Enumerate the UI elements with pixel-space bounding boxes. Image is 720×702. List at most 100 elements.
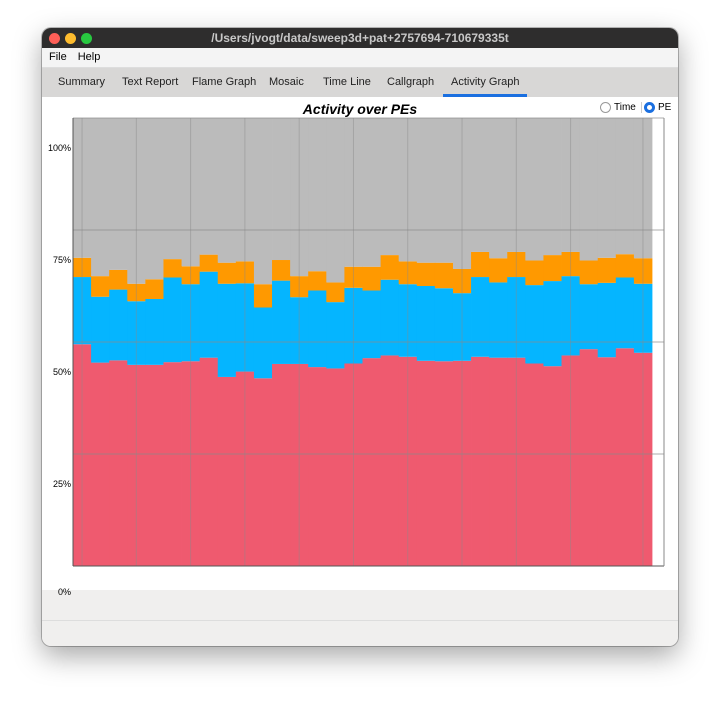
- bar-sync: [416, 360, 436, 566]
- bar-collective: [181, 266, 201, 285]
- bar-collective: [633, 258, 653, 284]
- bar-user: [73, 118, 92, 258]
- bar-sync: [434, 361, 454, 566]
- radio-time-circle[interactable]: [600, 102, 611, 113]
- radio-pe-circle[interactable]: [644, 102, 655, 113]
- y-tick-label: 100%: [47, 143, 71, 153]
- bar-data-xfer: [525, 285, 544, 364]
- activity-graph-panel: Activity over PEs Time PE 100% 75% 50% 2…: [42, 97, 678, 646]
- zoom-button[interactable]: [81, 33, 92, 44]
- bar-user: [471, 118, 490, 252]
- bar-sync: [543, 366, 562, 566]
- bar-user: [398, 118, 418, 262]
- bar-collective: [615, 254, 635, 278]
- bar-data-xfer: [489, 282, 508, 358]
- bar-user: [290, 118, 309, 277]
- close-button[interactable]: [49, 33, 60, 44]
- bar-data-xfer: [73, 277, 92, 345]
- bar-sync: [217, 376, 237, 566]
- bar-collective: [326, 282, 345, 303]
- radio-time[interactable]: Time: [600, 102, 636, 113]
- bar-data-xfer: [380, 279, 400, 356]
- bar-collective: [597, 257, 617, 283]
- bar-data-xfer: [398, 284, 418, 357]
- bar-collective: [163, 259, 182, 278]
- tab-flame-graph[interactable]: Flame Graph: [192, 76, 257, 88]
- bar-data-xfer: [507, 277, 526, 358]
- bar-data-xfer: [91, 296, 110, 363]
- bar-user: [507, 118, 526, 252]
- y-tick-label: 0%: [57, 587, 71, 597]
- bar-user: [561, 118, 581, 252]
- bar-sync: [308, 367, 327, 566]
- menu-file[interactable]: File: [49, 51, 67, 63]
- bar-user: [217, 118, 237, 263]
- bar-user: [199, 118, 219, 255]
- bar-user: [109, 118, 128, 270]
- status-bar: [42, 620, 678, 646]
- bar-collective: [471, 251, 490, 278]
- bar-user: [163, 118, 182, 260]
- bar-data-xfer: [326, 302, 345, 369]
- bar-collective: [199, 254, 219, 272]
- bar-sync: [73, 344, 92, 566]
- bar-sync: [199, 357, 219, 566]
- bar-user: [525, 118, 544, 261]
- radio-pe[interactable]: PE: [641, 102, 671, 113]
- bar-sync: [109, 360, 128, 566]
- bar-user: [633, 118, 653, 259]
- bar-sync: [272, 363, 291, 566]
- bar-user: [91, 118, 110, 277]
- bar-user: [597, 118, 617, 258]
- bar-data-xfer: [145, 298, 164, 365]
- bar-data-xfer: [308, 290, 327, 368]
- bar-collective: [362, 266, 381, 291]
- bar-data-xfer: [127, 301, 146, 365]
- bar-data-xfer: [561, 276, 581, 356]
- bar-collective: [91, 276, 110, 297]
- activity-chart: [72, 117, 665, 567]
- bar-data-xfer: [434, 288, 454, 362]
- bar-collective: [344, 266, 363, 288]
- bar-sync: [561, 355, 581, 566]
- bar-sync: [489, 357, 508, 566]
- bar-data-xfer: [235, 283, 255, 372]
- bar-data-xfer: [217, 283, 237, 377]
- bar-data-xfer: [452, 293, 472, 361]
- bar-user: [489, 118, 508, 259]
- bar-sync: [163, 362, 182, 566]
- bar-user: [127, 118, 146, 284]
- menu-help[interactable]: Help: [77, 51, 101, 63]
- bar-user: [434, 118, 454, 263]
- bar-collective: [489, 258, 508, 283]
- minimize-button[interactable]: [65, 33, 76, 44]
- bar-sync: [597, 357, 617, 566]
- tab-mosaic[interactable]: Mosaic: [269, 76, 304, 88]
- bar-data-xfer: [109, 289, 128, 361]
- bar-user: [452, 118, 472, 269]
- menu-bar: File Help: [42, 48, 678, 68]
- bar-sync: [615, 348, 635, 566]
- bar-user: [416, 118, 436, 263]
- bar-sync: [344, 363, 363, 566]
- bar-sync: [235, 371, 255, 566]
- tab-bar: Summary Text Report Flame Graph Mosaic T…: [42, 68, 678, 97]
- tab-text-report[interactable]: Text Report: [122, 76, 179, 88]
- tab-callgraph[interactable]: Callgraph: [387, 76, 435, 88]
- bar-collective: [272, 260, 291, 281]
- bar-sync: [380, 355, 400, 566]
- tab-time-line[interactable]: Time Line: [323, 76, 371, 88]
- bar-sync: [471, 356, 490, 566]
- app-window: /Users/jvogt/data/sweep3d+pat+2757694-71…: [42, 28, 678, 646]
- radio-time-label: Time: [614, 102, 636, 113]
- bar-data-xfer: [362, 290, 381, 359]
- bar-collective: [145, 279, 164, 299]
- y-tick-label: 25%: [52, 479, 71, 489]
- tab-summary[interactable]: Summary: [58, 76, 106, 88]
- bar-user: [543, 118, 562, 256]
- bar-user: [362, 118, 381, 267]
- tab-activity-graph[interactable]: Activity Graph: [442, 68, 528, 97]
- bar-collective: [73, 257, 92, 278]
- bar-data-xfer: [163, 277, 182, 363]
- bar-user: [615, 118, 635, 255]
